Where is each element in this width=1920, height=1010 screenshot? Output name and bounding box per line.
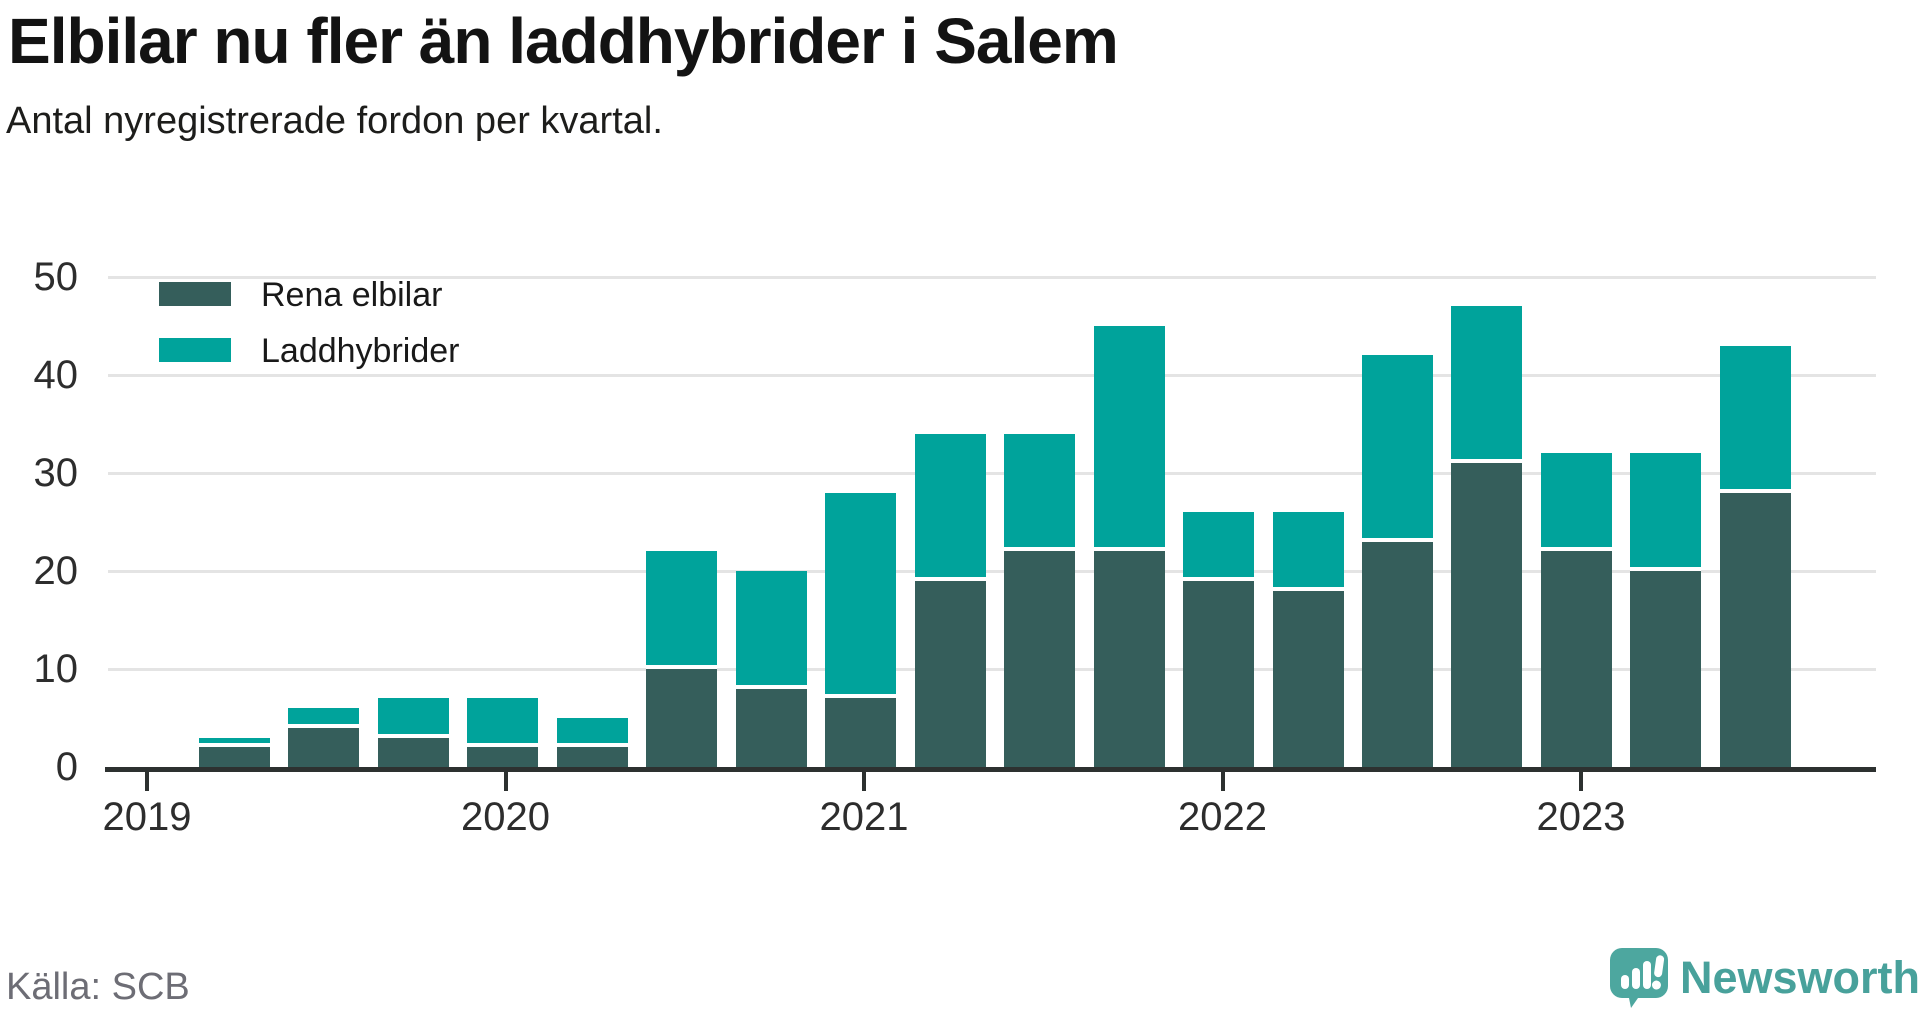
bar-segment-rena-elbilar — [914, 580, 986, 767]
bar-segment-laddhybrider — [1004, 433, 1076, 552]
x-axis-tick-2019 — [145, 772, 149, 791]
bar-segment-laddhybrider — [1272, 512, 1344, 591]
bar-segment-laddhybrider — [1630, 453, 1702, 571]
x-axis-label-2023: 2023 — [1536, 795, 1626, 839]
legend-label-laddhybrider: Laddhybrider — [261, 332, 460, 370]
y-axis-label-30: 30 — [33, 451, 79, 495]
bar-2021-q2 — [1004, 433, 1076, 767]
bar-segment-laddhybrider — [1361, 355, 1433, 542]
x-axis-tick-2020 — [503, 772, 508, 791]
bar-2023-q1 — [1630, 453, 1702, 767]
bar-2022-q2 — [1361, 355, 1433, 767]
bar-2021-q1 — [914, 433, 986, 767]
x-axis-label-2021: 2021 — [819, 795, 909, 839]
bar-segment-laddhybrider — [646, 551, 718, 669]
x-axis-label-2019: 2019 — [102, 795, 192, 839]
bar-segment-laddhybrider — [1540, 453, 1612, 552]
bar-segment-rena-elbilar — [1004, 551, 1076, 767]
legend-swatch-rena-elbilar — [159, 282, 231, 306]
bar-segment-rena-elbilar — [825, 698, 897, 767]
gridline-20 — [108, 570, 1876, 573]
bar-2019-q4 — [467, 698, 539, 767]
bar-2020-q4 — [825, 492, 897, 767]
gridline-40 — [108, 374, 1876, 377]
gridline-50 — [108, 276, 1876, 279]
x-axis-line — [105, 767, 1876, 772]
bar-2019-q3 — [377, 698, 449, 767]
bar-segment-laddhybrider — [1183, 512, 1255, 581]
x-axis-tick-2022 — [1220, 772, 1225, 791]
bar-segment-rena-elbilar — [1272, 590, 1344, 767]
bar-segment-laddhybrider — [1093, 326, 1165, 552]
source-note: Källa: SCB — [6, 966, 190, 1008]
bar-2020-q2 — [646, 551, 718, 767]
bar-2022-q4 — [1540, 453, 1612, 767]
x-axis-label-2020: 2020 — [461, 795, 550, 839]
bar-segment-laddhybrider — [199, 737, 270, 748]
bar-segment-rena-elbilar — [556, 747, 628, 767]
bar-segment-rena-elbilar — [1451, 463, 1523, 767]
bar-2019-q1 — [199, 737, 270, 767]
bar-segment-laddhybrider — [377, 698, 449, 738]
legend-swatch-laddhybrider — [159, 338, 231, 362]
bar-2019-q2 — [288, 708, 360, 767]
bar-segment-rena-elbilar — [1093, 551, 1165, 767]
bar-segment-rena-elbilar — [1540, 551, 1612, 767]
y-axis-label-10: 10 — [33, 647, 79, 691]
bar-2021-q3 — [1093, 326, 1165, 767]
gridline-10 — [108, 668, 1876, 671]
bar-segment-rena-elbilar — [1630, 570, 1702, 767]
bar-segment-rena-elbilar — [288, 727, 360, 767]
x-axis-tick-2021 — [862, 772, 866, 791]
bar-2022-q3 — [1451, 306, 1523, 767]
page-title: Elbilar nu fler än laddhybrider i Salem — [8, 5, 1119, 77]
bar-2022-q1 — [1272, 512, 1344, 767]
y-axis-label-50: 50 — [33, 255, 79, 299]
bar-segment-rena-elbilar — [1361, 541, 1433, 767]
y-axis-label-0: 0 — [55, 745, 78, 789]
bar-segment-laddhybrider — [735, 571, 807, 689]
bar-2021-q4 — [1183, 512, 1255, 767]
bar-segment-rena-elbilar — [377, 737, 449, 767]
bar-segment-laddhybrider — [556, 718, 628, 748]
bar-segment-rena-elbilar — [735, 688, 807, 767]
bar-segment-laddhybrider — [1719, 345, 1791, 493]
x-axis-label-2022: 2022 — [1178, 795, 1267, 839]
gridline-30 — [108, 472, 1876, 475]
x-axis-tick-2023 — [1579, 772, 1583, 791]
bar-segment-laddhybrider — [1451, 306, 1523, 464]
bar-segment-rena-elbilar — [199, 747, 270, 767]
newsworthy-logo: Newsworthy — [1608, 946, 1920, 1010]
bar-segment-laddhybrider — [914, 433, 986, 581]
newsworthy-wordmark: Newsworthy — [1680, 952, 1920, 1003]
bar-segment-laddhybrider — [825, 492, 897, 699]
bar-2020-q1 — [556, 718, 628, 767]
bar-2020-q3 — [735, 571, 807, 767]
bar-segment-rena-elbilar — [1719, 492, 1791, 767]
bar-segment-laddhybrider — [288, 708, 360, 728]
bar-segment-rena-elbilar — [1183, 580, 1255, 767]
chart-subtitle: Antal nyregistrerade fordon per kvartal. — [6, 100, 663, 142]
legend-label-rena-elbilar: Rena elbilar — [261, 276, 443, 314]
bar-segment-rena-elbilar — [467, 747, 539, 767]
y-axis-label-40: 40 — [33, 353, 79, 397]
bar-segment-rena-elbilar — [646, 668, 718, 767]
bar-2023-q2 — [1719, 345, 1791, 767]
bar-segment-laddhybrider — [467, 698, 539, 748]
y-axis-label-20: 20 — [33, 549, 79, 593]
